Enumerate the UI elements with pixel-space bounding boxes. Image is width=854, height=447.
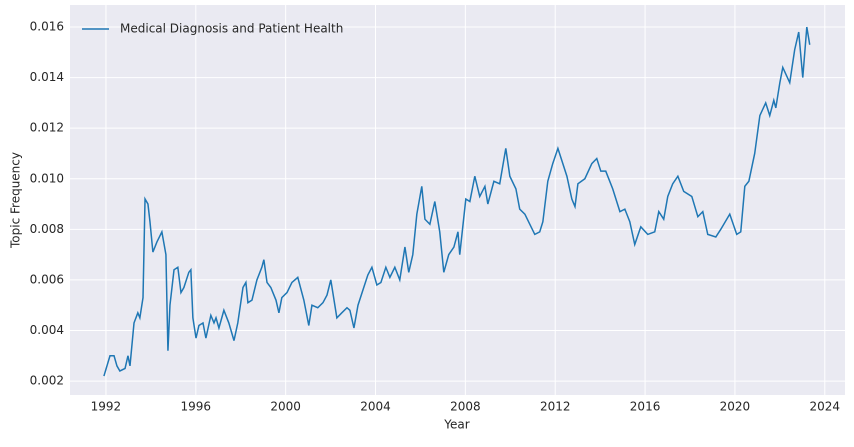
x-tick-label: 1992 <box>91 400 122 414</box>
y-tick-label: 0.002 <box>30 374 64 388</box>
y-tick-label: 0.012 <box>30 121 64 135</box>
legend-label: Medical Diagnosis and Patient Health <box>120 22 343 36</box>
y-tick-label: 0.004 <box>30 323 64 337</box>
y-tick-label: 0.006 <box>30 272 64 286</box>
y-tick-label: 0.016 <box>30 20 64 34</box>
x-tick-label: 2020 <box>720 400 751 414</box>
x-tick-label: 1996 <box>181 400 212 414</box>
x-tick-label: 2012 <box>540 400 571 414</box>
x-tick-label: 2000 <box>270 400 301 414</box>
y-tick-label: 0.010 <box>30 171 64 185</box>
y-tick-label: 0.014 <box>30 70 64 84</box>
x-tick-label: 2008 <box>450 400 481 414</box>
x-tick-label: 2004 <box>360 400 391 414</box>
x-axis-label: Year <box>443 418 469 432</box>
plot-area <box>70 5 845 395</box>
x-tick-label: 2016 <box>630 400 661 414</box>
data-line <box>103 26 811 377</box>
y-axis-label: Topic Frequency <box>9 152 23 249</box>
y-tick-label: 0.008 <box>30 222 64 236</box>
x-tick-label: 2024 <box>810 400 841 414</box>
